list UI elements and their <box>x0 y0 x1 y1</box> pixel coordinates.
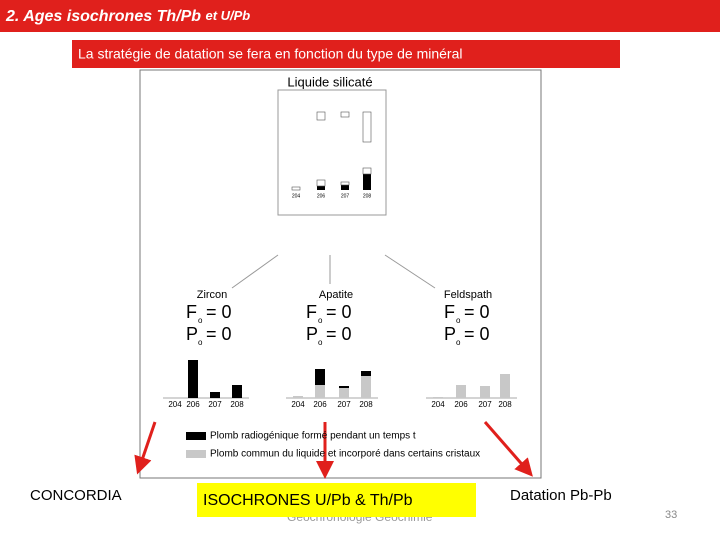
isotope-label: 204 <box>292 193 301 199</box>
condition-symbol: F <box>306 302 317 322</box>
condition-symbol: P <box>444 324 456 344</box>
condition-symbol: F <box>186 302 197 322</box>
common-bar <box>315 385 325 398</box>
highlight-box <box>197 483 476 517</box>
condition-subscript: o <box>318 338 323 347</box>
legend-swatch <box>186 450 206 458</box>
radiogenic-bar <box>232 385 242 398</box>
source-panel <box>277 89 387 216</box>
target-label: Datation Pb-Pb <box>510 487 612 504</box>
radiogenic-bar <box>339 386 349 388</box>
radiogenic-bar <box>315 369 325 385</box>
isotope-label: 206 <box>313 400 327 409</box>
isotope-label: 206 <box>454 400 468 409</box>
red-arrow <box>134 421 157 475</box>
radiogenic-bar <box>363 174 371 190</box>
condition-symbol: F <box>444 302 455 322</box>
banner: La stratégie de datation se fera en fonc… <box>78 46 462 62</box>
condition-equals: = 0 <box>326 324 352 344</box>
isotope-label: 208 <box>359 400 373 409</box>
isotope-label: 204 <box>168 400 182 409</box>
condition-symbol: P <box>186 324 198 344</box>
radiogenic-bar <box>210 392 220 398</box>
condition-symbol: P <box>306 324 318 344</box>
common-bar <box>433 397 443 398</box>
header-bar <box>0 0 720 32</box>
radiogenic-bar <box>341 185 349 190</box>
common-bar <box>362 167 372 175</box>
isotope-label: 207 <box>341 193 350 199</box>
condition-equals: = 0 <box>326 302 352 322</box>
radiogenic-bar <box>188 360 198 398</box>
liquid-bar <box>316 111 326 121</box>
arrow <box>231 254 279 289</box>
slide-title: 2. Ages isochrones Th/Pb et U/Pb <box>5 8 250 25</box>
legend-swatch <box>186 432 206 440</box>
page-number: 33 <box>665 509 677 521</box>
liquid-bar <box>340 111 350 118</box>
isotope-label: 206 <box>186 400 200 409</box>
liquid-bar <box>362 111 372 143</box>
mineral-name: Zircon <box>197 289 228 301</box>
isotope-label: 208 <box>230 400 244 409</box>
target-label: ISOCHRONES U/Pb & Th/Pb <box>203 492 413 509</box>
isotope-label: 204 <box>431 400 445 409</box>
arrow <box>384 254 436 289</box>
red-arrow <box>483 421 533 477</box>
condition-equals: = 0 <box>464 302 490 322</box>
radiogenic-bar <box>317 186 325 190</box>
isotope-label: 207 <box>337 400 351 409</box>
condition-subscript: o <box>456 316 461 325</box>
condition-subscript: o <box>198 316 203 325</box>
banner-box <box>72 40 620 68</box>
mineral-name: Feldspath <box>444 289 492 301</box>
common-bar <box>293 396 303 398</box>
isotope-label: 208 <box>498 400 512 409</box>
condition-equals: = 0 <box>206 324 232 344</box>
legend-label: Plomb radiogénique formé pendant un temp… <box>210 431 416 442</box>
common-bar <box>361 376 371 398</box>
isotope-label: 206 <box>317 193 326 199</box>
common-bar <box>291 186 301 191</box>
target-label: CONCORDIA <box>30 487 122 504</box>
isotope-label: 207 <box>478 400 492 409</box>
condition-equals: = 0 <box>206 302 232 322</box>
isotope-label: 208 <box>363 193 372 199</box>
radiogenic-bar <box>361 371 371 376</box>
condition-subscript: o <box>318 316 323 325</box>
condition-equals: = 0 <box>464 324 490 344</box>
mineral-name: Apatite <box>319 289 353 301</box>
common-bar <box>500 374 510 398</box>
common-bar <box>480 386 490 398</box>
legend-label: Plomb commun du liquide et incorporé dan… <box>210 449 480 460</box>
isotope-label: 207 <box>208 400 222 409</box>
condition-subscript: o <box>456 338 461 347</box>
common-bar <box>339 388 349 398</box>
common-bar <box>316 179 326 187</box>
source-title: Liquide silicaté <box>287 74 372 89</box>
condition-subscript: o <box>198 338 203 347</box>
common-bar <box>456 385 466 398</box>
common-bar <box>340 181 350 186</box>
isotope-label: 204 <box>291 400 305 409</box>
